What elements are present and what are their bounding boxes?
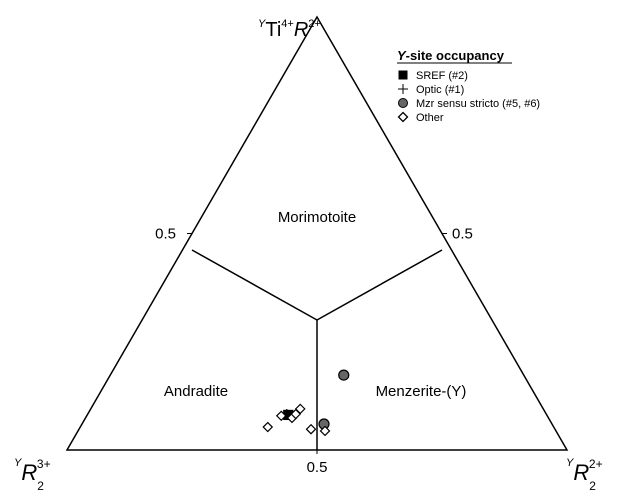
legend-marker bbox=[398, 98, 408, 108]
marker-diamond bbox=[275, 410, 287, 422]
legend-label: Mzr sensu stricto (#5, #6) bbox=[416, 98, 540, 110]
marker-diamond bbox=[319, 425, 331, 437]
marker-diamond bbox=[262, 421, 274, 433]
vertex-label-top: YTi4+R2+ bbox=[258, 18, 321, 41]
legend-label: Optic (#1) bbox=[416, 84, 464, 96]
legend-label: SREF (#2) bbox=[416, 70, 468, 82]
tick-label: 0.5 bbox=[452, 226, 473, 243]
tick-label: 0.5 bbox=[155, 226, 176, 243]
field-label: Morimotoite bbox=[278, 209, 356, 226]
field-boundary bbox=[316, 249, 443, 321]
field-boundary bbox=[191, 249, 318, 321]
vertex-label-left: YR23+ bbox=[14, 457, 51, 493]
marker-diamond bbox=[305, 423, 317, 435]
legend-marker bbox=[398, 70, 408, 80]
marker-diamond bbox=[294, 403, 306, 415]
marker-circle bbox=[338, 369, 350, 381]
tick-label: 0.5 bbox=[307, 459, 328, 476]
vertex-label-right: YR22+ bbox=[566, 457, 603, 493]
field-label: Andradite bbox=[164, 383, 228, 400]
legend-label: Other bbox=[416, 112, 444, 124]
field-label: Menzerite-(Y) bbox=[376, 383, 467, 400]
legend-marker bbox=[397, 111, 409, 123]
legend-title: Y-site occupancy bbox=[397, 48, 505, 63]
legend-marker bbox=[398, 84, 408, 94]
